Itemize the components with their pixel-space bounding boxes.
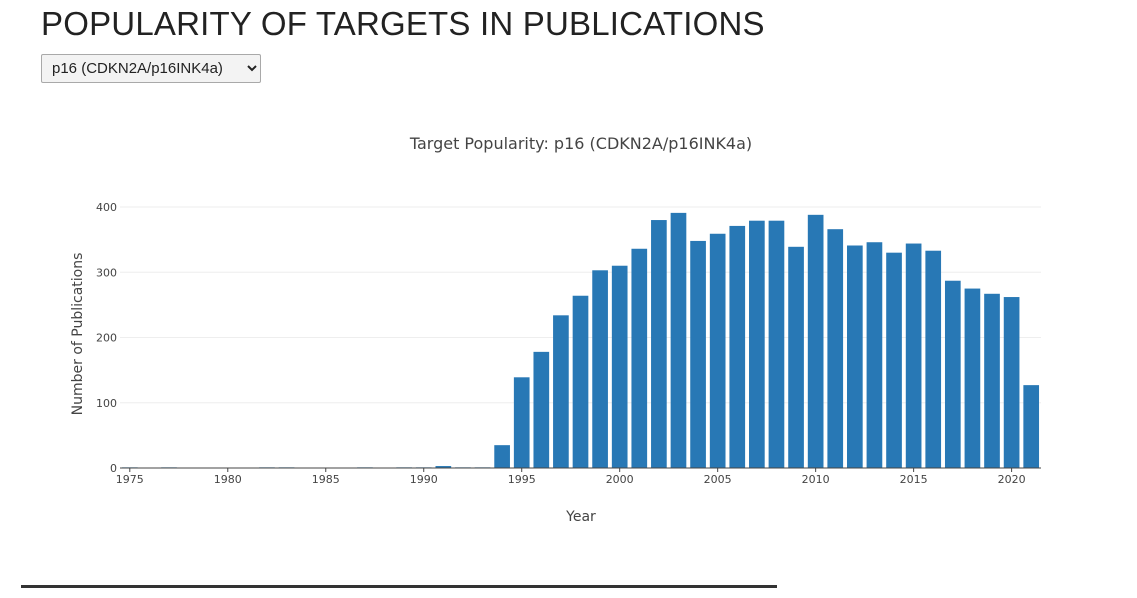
target-select[interactable]: p16 (CDKN2A/p16INK4a)	[41, 54, 261, 83]
chart-title: Target Popularity: p16 (CDKN2A/p16INK4a)	[409, 134, 752, 153]
x-tick-label: 2020	[998, 473, 1026, 486]
x-tick-label: 1995	[508, 473, 536, 486]
bar-2012	[847, 245, 863, 468]
bar-2004	[690, 240, 706, 468]
bar-2000	[611, 265, 628, 468]
bar-2010	[807, 214, 824, 468]
x-tick-label: 2015	[900, 473, 928, 486]
bar-2013	[866, 242, 883, 468]
bars	[121, 212, 1040, 468]
bar-2014	[886, 252, 902, 468]
bar-2015	[905, 243, 922, 468]
bar-1995	[513, 377, 530, 468]
bar-2008	[768, 220, 785, 468]
footer-divider	[21, 585, 777, 588]
bar-2009	[788, 246, 804, 468]
bar-2016	[925, 250, 942, 468]
bar-2003	[670, 212, 687, 468]
x-axis-label: Year	[565, 509, 596, 525]
y-tick-label: 100	[96, 397, 117, 410]
bar-2019	[984, 293, 1000, 468]
y-tick-label: 400	[96, 201, 117, 214]
bar-2011	[827, 229, 844, 468]
bar-1998	[572, 295, 589, 468]
bar-1996	[533, 351, 550, 468]
x-tick-label: 1980	[214, 473, 242, 486]
y-axis-ticks: 0 100 200 300 400	[96, 201, 117, 475]
bar-2002	[651, 220, 667, 468]
bar-2007	[749, 220, 765, 468]
y-tick-label: 200	[96, 332, 117, 345]
x-tick-label: 1990	[410, 473, 438, 486]
page-title: POPULARITY OF TARGETS IN PUBLICATIONS	[41, 5, 765, 42]
bar-chart: Target Popularity: p16 (CDKN2A/p16INK4a)…	[70, 134, 1041, 525]
bar-2001	[631, 248, 648, 468]
bar-2018	[964, 288, 981, 468]
bar-2006	[729, 225, 746, 468]
bar-2021	[1023, 385, 1040, 468]
bar-2020	[1003, 297, 1020, 468]
x-axis-ticks: 1975 1980 1985 1990 1995 2000 2005 2010 2015 2020	[116, 468, 1026, 486]
x-tick-label: 1985	[312, 473, 340, 486]
bar-1991	[435, 466, 452, 468]
x-tick-label: 2010	[802, 473, 830, 486]
bar-1999	[592, 270, 608, 468]
y-axis-label: Number of Publications	[70, 253, 86, 416]
x-tick-label: 2005	[704, 473, 732, 486]
y-tick-label: 0	[110, 462, 117, 475]
x-tick-label: 1975	[116, 473, 144, 486]
bar-2017	[944, 280, 961, 468]
bar-2005	[709, 233, 726, 468]
bar-1997	[553, 315, 569, 468]
x-tick-label: 2000	[606, 473, 634, 486]
y-tick-label: 300	[96, 266, 117, 279]
bar-1994	[494, 445, 510, 468]
